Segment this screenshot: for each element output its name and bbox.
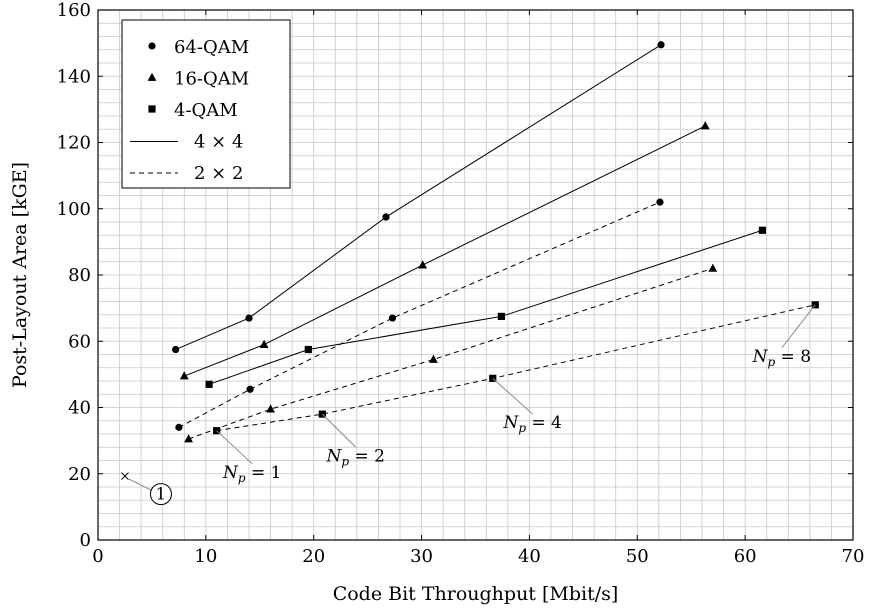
y-tick-label: 100 bbox=[57, 199, 91, 220]
annotation-leader bbox=[781, 304, 816, 349]
data-point bbox=[266, 404, 275, 413]
series-2 bbox=[179, 121, 710, 380]
extra-point-leader bbox=[128, 478, 152, 491]
y-tick-label: 20 bbox=[68, 464, 91, 485]
series-line bbox=[184, 125, 706, 377]
y-tick-label: 60 bbox=[68, 331, 91, 352]
data-point bbox=[172, 345, 180, 354]
series-line bbox=[178, 201, 661, 428]
y-axis-label: Post-Layout Area [kGE] bbox=[9, 162, 31, 388]
tick-labels: 0 10 20 30 40 50 60 70 0 20 40 60 80 100 120 140 160 bbox=[57, 0, 865, 567]
x-tick-label: 70 bbox=[842, 546, 865, 567]
series-3 bbox=[205, 226, 766, 388]
legend-item: 64-QAM bbox=[148, 37, 249, 58]
data-point bbox=[205, 380, 213, 388]
legend: 64-QAM 16-QAM 4-QAM 4 × 4 2 × 2 bbox=[121, 19, 291, 189]
y-tick-label: 120 bbox=[57, 133, 91, 154]
annotations: Np = 1 Np = 2 Np = 4 Np = 8 1 bbox=[121, 304, 816, 506]
annotation-np-4: Np = 8 bbox=[752, 304, 816, 369]
data-point bbox=[700, 121, 710, 130]
legend-label: 4 × 4 bbox=[194, 132, 243, 153]
data-point bbox=[246, 385, 254, 393]
annotation-label: Np = 1 bbox=[222, 463, 281, 485]
legend-label: 64-QAM bbox=[174, 37, 249, 58]
data-point bbox=[259, 339, 269, 348]
data-point bbox=[175, 423, 183, 431]
x-marker-stroke bbox=[121, 472, 129, 480]
data-point bbox=[418, 260, 428, 269]
data-point bbox=[657, 41, 665, 49]
legend-marker bbox=[148, 105, 156, 113]
annotation-label: Np = 4 bbox=[502, 413, 561, 435]
legend-item: 4 × 4 bbox=[130, 132, 243, 153]
annotation-leader bbox=[321, 413, 357, 448]
x-marker bbox=[121, 472, 129, 480]
x-tick-label: 20 bbox=[302, 546, 325, 567]
legend-item: 4-QAM bbox=[148, 100, 238, 121]
series-line bbox=[175, 44, 662, 350]
x-axis-label: Code Bit Throughput [Mbit/s] bbox=[333, 583, 619, 605]
series-4 bbox=[175, 198, 664, 431]
series-line bbox=[208, 229, 763, 385]
data-point bbox=[388, 314, 397, 322]
annotation-label: Np = 2 bbox=[326, 446, 385, 468]
legend-label: 16-QAM bbox=[174, 69, 249, 90]
x-tick-label: 40 bbox=[518, 546, 541, 567]
legend-marker bbox=[148, 42, 156, 50]
legend-label: 2 × 2 bbox=[194, 163, 243, 184]
data-point bbox=[184, 434, 193, 443]
data-point bbox=[179, 371, 189, 380]
x-tick-label: 60 bbox=[734, 546, 757, 567]
legend-item: 16-QAM bbox=[147, 69, 249, 90]
x-tick-label: 0 bbox=[92, 546, 103, 567]
annotation-leader bbox=[216, 430, 253, 465]
circled-label-ring bbox=[149, 483, 172, 506]
circled-label-text: 1 bbox=[156, 485, 167, 505]
y-tick-label: 40 bbox=[68, 398, 91, 419]
extra-point: 1 bbox=[121, 472, 172, 506]
data-point bbox=[382, 213, 390, 221]
data-point bbox=[429, 354, 438, 363]
legend-marker bbox=[147, 72, 157, 81]
annotation-np-3: Np = 4 bbox=[492, 377, 562, 435]
series-layer bbox=[172, 41, 819, 443]
legend-label: 4-QAM bbox=[174, 100, 238, 121]
annotation-leader bbox=[492, 377, 533, 415]
data-point bbox=[304, 345, 312, 354]
series-5 bbox=[184, 263, 718, 443]
data-point bbox=[656, 198, 664, 206]
legend-item: 2 × 2 bbox=[130, 163, 243, 184]
x-tick-label: 10 bbox=[194, 546, 217, 567]
y-tick-label: 0 bbox=[80, 530, 91, 551]
data-point bbox=[245, 314, 253, 322]
x-tick-label: 30 bbox=[410, 546, 433, 567]
y-tick-label: 160 bbox=[57, 0, 91, 21]
series-1 bbox=[172, 41, 665, 354]
annotation-np-2: Np = 2 bbox=[321, 413, 385, 468]
data-point bbox=[758, 226, 766, 234]
series-line bbox=[188, 267, 713, 440]
y-tick-label: 140 bbox=[57, 66, 91, 87]
annotation-np-1: Np = 1 bbox=[216, 430, 281, 485]
y-tick-label: 80 bbox=[68, 265, 91, 286]
x-tick-label: 50 bbox=[626, 546, 649, 567]
annotation-label: Np = 8 bbox=[752, 347, 811, 369]
data-point bbox=[708, 263, 718, 272]
data-point bbox=[497, 312, 505, 321]
